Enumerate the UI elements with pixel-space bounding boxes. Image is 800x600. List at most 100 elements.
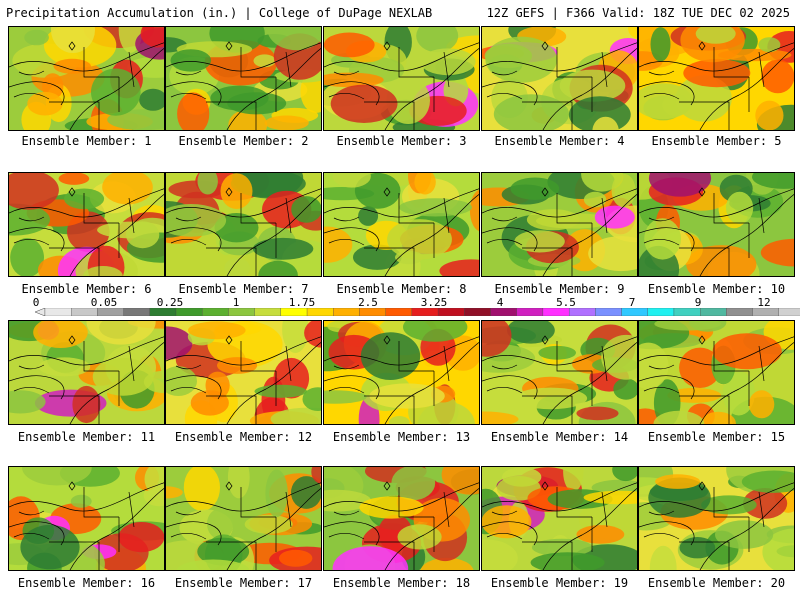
ensemble-member-map[interactable] (481, 172, 638, 277)
scale-color-swatch (621, 308, 648, 316)
precip-field (166, 27, 321, 130)
precip-field (324, 173, 479, 276)
ensemble-member-label: Ensemble Member: 12 (174, 430, 313, 444)
precip-field (9, 173, 164, 276)
scale-min-arrow (35, 308, 46, 316)
scale-tick-label: 0.05 (90, 296, 118, 309)
ensemble-member-map[interactable] (8, 320, 165, 425)
ensemble-member-label: Ensemble Member: 8 (336, 282, 467, 296)
scale-color-swatch (595, 308, 622, 316)
ensemble-member-map[interactable] (481, 320, 638, 425)
scale-color-swatch (726, 308, 753, 316)
scale-color-swatch (516, 308, 544, 316)
ensemble-member-label: Ensemble Member: 3 (336, 134, 467, 148)
precip-field (324, 27, 479, 130)
ensemble-member-label: Ensemble Member: 1 (21, 134, 152, 148)
ensemble-member-map[interactable] (323, 172, 480, 277)
ensemble-member-label: Ensemble Member: 7 (178, 282, 309, 296)
scale-color-swatch (700, 308, 727, 316)
ensemble-member-label: Ensemble Member: 18 (332, 576, 471, 590)
ensemble-member-map[interactable] (165, 172, 322, 277)
ensemble-member-label: Ensemble Member: 4 (494, 134, 625, 148)
ensemble-member-map[interactable] (8, 172, 165, 277)
ensemble-member-label: Ensemble Member: 19 (490, 576, 629, 590)
precip-field (324, 321, 479, 424)
precip-field (9, 27, 164, 130)
scale-color-swatch (359, 308, 386, 316)
scale-tick-label: 1.75 (288, 296, 316, 309)
scale-tick-label: 4 (496, 296, 504, 309)
ensemble-member-label: Ensemble Member: 16 (17, 576, 156, 590)
scale-color-swatch (149, 308, 177, 316)
scale-tick-label: 1 (232, 296, 240, 309)
ensemble-member-label: Ensemble Member: 5 (651, 134, 782, 148)
ensemble-member-map[interactable] (323, 320, 480, 425)
scale-color-swatch (71, 308, 98, 316)
scale-tick-label: 7 (628, 296, 636, 309)
scale-tick-label: 0 (32, 296, 40, 309)
precip-field (639, 321, 794, 424)
ensemble-member-map[interactable] (481, 466, 638, 571)
scale-color-swatch (228, 308, 255, 316)
ensemble-member-map[interactable] (638, 172, 795, 277)
precip-field (639, 173, 794, 276)
scale-color-swatch (333, 308, 360, 316)
ensemble-member-label: Ensemble Member: 11 (17, 430, 156, 444)
ensemble-member-map[interactable] (481, 26, 638, 131)
precip-field (482, 27, 637, 130)
scale-color-swatch (778, 308, 800, 316)
ensemble-member-map[interactable] (638, 26, 795, 131)
precip-field (482, 321, 637, 424)
scale-color-swatch (437, 308, 465, 316)
ensemble-member-label: Ensemble Member: 9 (494, 282, 625, 296)
ensemble-member-map[interactable] (165, 320, 322, 425)
scale-tick-label: 2.5 (358, 296, 378, 309)
scale-color-swatch (385, 308, 413, 316)
ensemble-member-label: Ensemble Member: 6 (21, 282, 152, 296)
precip-field (482, 467, 637, 570)
ensemble-member-label: Ensemble Member: 10 (647, 282, 786, 296)
ensemble-member-label: Ensemble Member: 14 (490, 430, 629, 444)
ensemble-member-map[interactable] (8, 26, 165, 131)
scale-color-swatch (306, 308, 334, 316)
scale-tick-label: 0.25 (156, 296, 184, 309)
precip-field (482, 173, 637, 276)
scale-color-swatch (411, 308, 439, 316)
scale-color-swatch (673, 308, 701, 316)
precip-field (324, 467, 479, 570)
ensemble-member-map[interactable] (323, 466, 480, 571)
scale-tick-label: 5.5 (556, 296, 576, 309)
ensemble-member-map[interactable] (323, 26, 480, 131)
precip-field (639, 27, 794, 130)
precip-field (9, 467, 164, 570)
ensemble-member-map[interactable] (638, 466, 795, 571)
map-title: Precipitation Accumulation (in.) | Colle… (6, 6, 433, 20)
precip-field (166, 321, 321, 424)
scale-color-swatch (123, 308, 150, 316)
scale-color-swatch (542, 308, 570, 316)
ensemble-member-label: Ensemble Member: 2 (178, 134, 309, 148)
ensemble-member-map[interactable] (165, 466, 322, 571)
scale-color-swatch (464, 308, 491, 316)
scale-tick-label: 12 (757, 296, 771, 309)
scale-color-swatch (44, 308, 72, 316)
ensemble-member-label: Ensemble Member: 17 (174, 576, 313, 590)
precip-field (639, 467, 794, 570)
scale-tick-label: 9 (694, 296, 702, 309)
ensemble-member-map[interactable] (8, 466, 165, 571)
scale-color-swatch (568, 308, 596, 316)
scale-color-swatch (175, 308, 203, 316)
scale-color-swatch (490, 308, 517, 316)
ensemble-member-label: Ensemble Member: 15 (647, 430, 786, 444)
precip-color-scale: 0 0.05 0.25 1 1.75 2.5 3.25 4 5.5 7 9 12 (30, 296, 800, 320)
model-run-valid-time: 12Z GEFS | F366 Valid: 18Z TUE DEC 02 20… (486, 6, 790, 20)
precip-field (166, 173, 321, 276)
scale-color-swatch (97, 308, 124, 316)
scale-color-swatch (254, 308, 282, 316)
ensemble-member-map[interactable] (638, 320, 795, 425)
scale-color-swatch (647, 308, 675, 316)
precip-field (166, 467, 321, 570)
ensemble-member-map[interactable] (165, 26, 322, 131)
scale-color-swatch (752, 308, 779, 316)
ensemble-member-label: Ensemble Member: 20 (647, 576, 786, 590)
